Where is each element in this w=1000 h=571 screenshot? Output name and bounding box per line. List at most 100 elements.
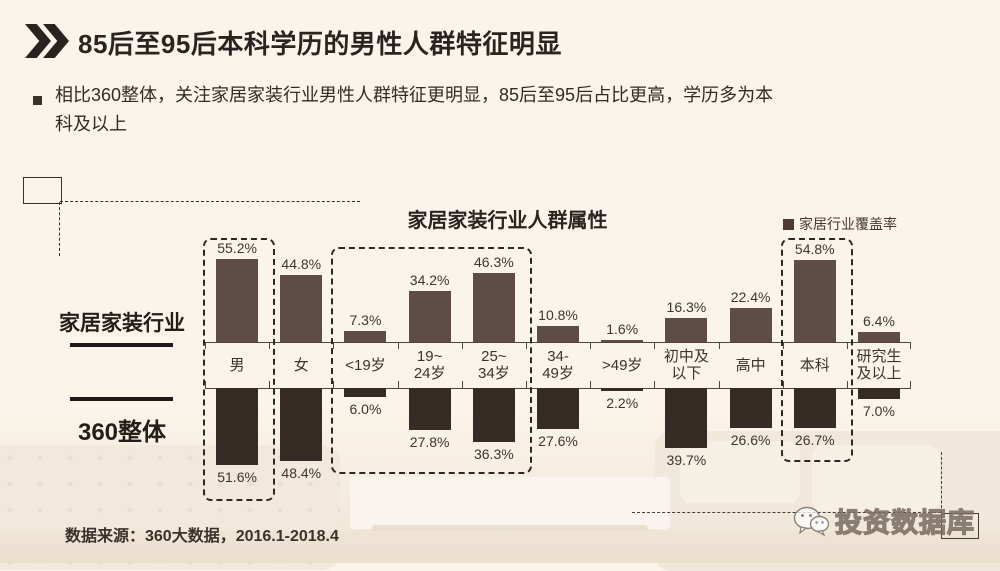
category-label: 女 [293,356,309,374]
divider-line [70,343,173,347]
chart-column: 6.4% 研究生 及以上 7.0% [846,237,912,507]
chart-column: 22.4% 高中 26.6% [718,237,783,507]
axis-tick [525,342,527,349]
top-value-label: 54.8% [794,240,835,257]
bottom-value-label: 27.6% [538,433,578,450]
highlight-dashed-box [203,238,276,501]
bar-bottom-series [280,388,323,461]
axis-tick [910,342,912,349]
axis-tick [205,381,206,388]
bar-bottom-series [537,388,580,430]
slide-title: 85后至95后本科学历的男性人群特征明显 [78,29,562,59]
bar-top-series [857,332,900,342]
axis-tick [782,342,784,349]
bar-top-series [665,317,708,342]
decorative-rectangle-top-left [23,177,62,204]
top-value-label: 7.3% [349,312,382,329]
chart-column: 55.2% 男 51.6% [205,237,269,507]
wechat-icon [793,506,829,536]
category-label: >49岁 [601,356,643,374]
bar-bottom-series [472,388,515,443]
top-value-label: 44.8% [281,255,322,272]
highlight-dashed-box [780,238,853,462]
bottom-value-label: 27.8% [409,433,450,450]
chevron-right-icon [25,24,51,58]
top-value-label: 10.8% [538,306,578,323]
top-value-label: 34.2% [409,271,450,288]
axis-tick [910,381,912,388]
axis-tick [461,381,463,388]
bar-bottom-series [729,388,772,428]
bottom-value-label: 26.7% [794,432,835,449]
highlight-dashed-box [331,247,532,474]
bottom-value-label: 26.6% [730,431,771,448]
chart-column: 7.3% <19岁 6.0% [333,237,397,507]
bar-bottom-series [857,388,900,399]
axis-tick [654,342,656,349]
bullet-line-1: 相比360整体，关注家居家装行业男性人群特征更明显，85后至95后占比更高，学历… [55,85,774,105]
bottom-value-label: 39.7% [666,451,707,468]
bar-top-series [280,274,323,342]
category-label: 高中 [735,356,766,374]
category-label: 研究生 及以上 [856,348,902,382]
axis-tick [718,381,720,388]
axis-tick [525,381,527,388]
chart-legend: 家居行业覆盖率 [783,214,897,234]
decorative-dashed-line [60,201,360,202]
floor-image [0,531,1000,563]
bar-bottom-series [793,388,836,429]
chart-column: 10.8% 34- 49岁 27.6% [525,237,590,507]
bar-bottom-series [216,388,259,466]
decorative-dashed-line [59,202,60,256]
legend-swatch-icon [783,218,794,230]
axis-tick [846,342,848,349]
top-value-label: 6.4% [863,313,895,330]
watermark: 投资数据库 [793,501,975,540]
bar-top-series [344,331,387,342]
chart-title: 家居家装行业人群属性 [407,210,608,232]
bar-top-series [216,259,259,342]
axis-tick [269,381,271,388]
top-value-label: 46.3% [473,253,514,270]
axis-tick [718,342,720,349]
decorative-dashed-line [941,452,942,513]
axis-tick [654,381,656,388]
bar-top-series [408,290,451,342]
chart-column: 1.6% >49岁 2.2% [590,237,654,507]
series-label-top: 家居家装行业 [59,312,185,335]
axis-tick [782,381,784,388]
bottom-value-label: 2.2% [606,395,639,412]
axis-tick [269,342,271,349]
legend-label: 家居行业覆盖率 [799,216,897,232]
bottom-value-label: 7.0% [863,402,895,419]
divider-line [70,397,173,401]
category-label: 男 [229,356,245,374]
category-label: <19岁 [345,356,386,374]
bottom-value-label: 36.3% [473,446,514,463]
decorative-rectangle-bottom-right [941,513,979,539]
bar-top-series [729,308,772,342]
axis-tick [590,342,592,349]
decorative-dashed-line [632,512,941,513]
top-value-label: 1.6% [606,320,639,337]
bullet-line-2: 科及以上 [55,114,127,134]
coffee-table-image [350,477,670,529]
axis-line-top [205,342,911,343]
bar-bottom-series [665,388,708,448]
category-label: 25~ 34岁 [478,348,510,382]
bar-bottom-series [601,388,644,392]
axis-tick [333,342,335,349]
axis-tick [333,381,335,388]
diverging-bar-chart: 55.2% 男 51.6% 44.8% 女 48.4% 7.3% <19岁 6.0% 34.2% 1… [205,237,912,507]
category-label: 本科 [799,356,830,374]
bottom-value-label: 48.4% [281,464,322,481]
bar-top-series [793,259,836,342]
bullet-text: 相比360整体，关注家居家装行业男性人群特征更明显，85后至95后占比更高，学历… [55,81,955,139]
bar-bottom-series [408,388,451,430]
data-source-note: 数据来源：360大数据，2016.1-2018.4 [65,528,339,545]
top-value-label: 55.2% [217,240,257,257]
series-label-bottom: 360整体 [77,419,167,446]
axis-tick [205,342,206,349]
top-value-label: 22.4% [730,289,771,306]
axis-tick [397,381,399,388]
